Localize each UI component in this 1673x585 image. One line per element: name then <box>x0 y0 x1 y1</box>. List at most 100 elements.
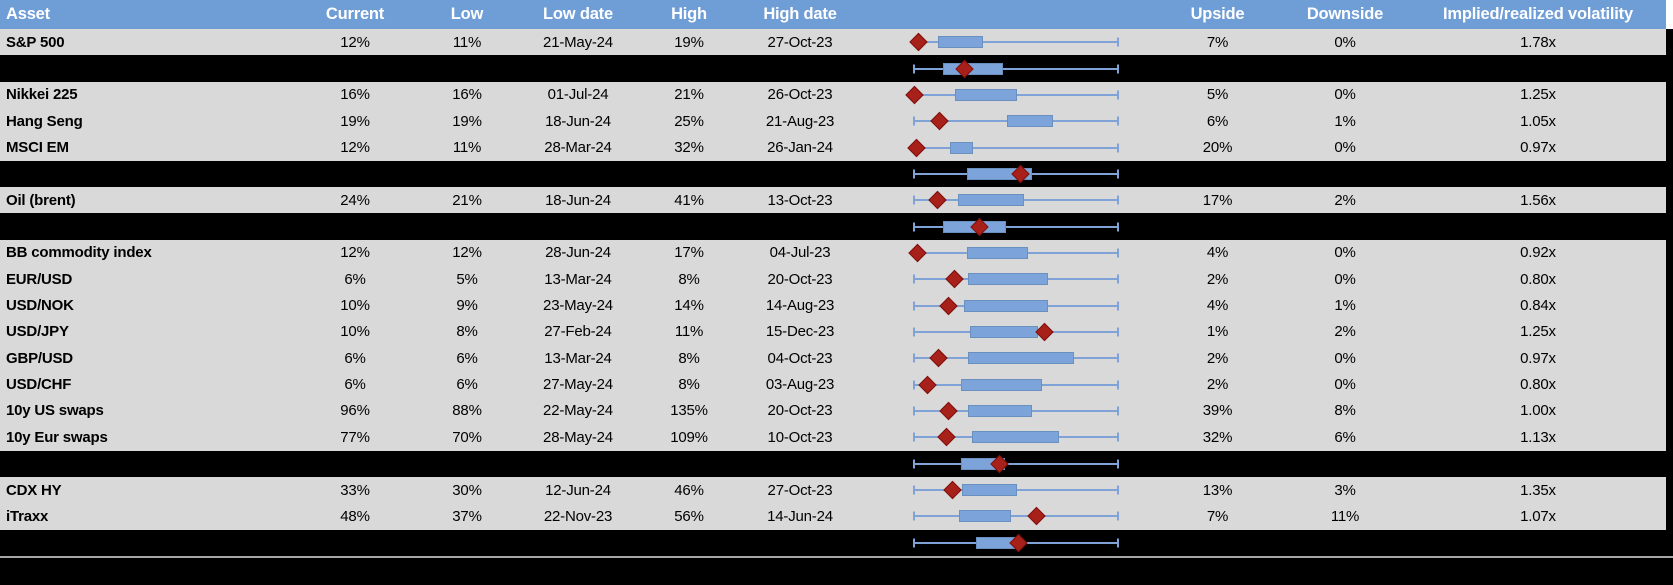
upside-cell: 17% <box>1202 191 1233 209</box>
summary-row <box>0 213 1673 240</box>
high-date-cell: 10-Oct-23 <box>767 428 833 446</box>
table-row: iTraxx 48% 37% 22-Nov-23 56% 14-Jun-24 7… <box>0 503 1673 530</box>
high-cell: 8% <box>678 349 700 367</box>
downside-cell: 0% <box>1334 244 1356 262</box>
range-plot <box>862 161 1155 187</box>
range-plot <box>862 82 1155 108</box>
low-date-cell: 22-Nov-23 <box>543 507 613 525</box>
low-cell: 5% <box>456 270 478 288</box>
high-cell: 46% <box>674 481 704 499</box>
whisker-cap-right <box>1117 248 1119 258</box>
high-date-cell: 14-Aug-23 <box>765 297 835 315</box>
row-right-edge <box>1666 503 1673 530</box>
high-date-cell: 04-Jul-23 <box>769 244 831 262</box>
high-date-cell: 03-Aug-23 <box>765 376 835 394</box>
low-date-cell: 13-Mar-24 <box>544 270 612 288</box>
low-date-cell: 23-May-24 <box>543 297 613 315</box>
current-marker-diamond <box>928 349 948 368</box>
range-plot <box>862 240 1155 266</box>
whisker-cap-left <box>913 380 915 390</box>
implied-realized-cell: 1.78x <box>1520 33 1556 51</box>
high-date-cell: 14-Jun-24 <box>767 507 833 525</box>
high-cell: 109% <box>670 428 708 446</box>
table-row: USD/JPY 10% 8% 27-Feb-24 11% 15-Dec-23 1… <box>0 318 1673 346</box>
whisker-cap-right <box>1117 222 1119 232</box>
downside-cell: 0% <box>1334 376 1356 394</box>
table-row: 10y Eur swaps 77% 70% 28-May-24 109% 10-… <box>0 424 1673 451</box>
low-date-cell: 01-Jul-24 <box>547 86 609 104</box>
row-right-edge <box>1666 397 1673 425</box>
whisker-line <box>913 225 1119 228</box>
range-plot <box>862 134 1155 160</box>
upside-cell: 32% <box>1202 428 1233 446</box>
low-cell: 37% <box>452 507 482 525</box>
range-plot <box>862 319 1155 345</box>
high-cell: 25% <box>674 112 704 130</box>
whisker-line <box>913 146 1119 149</box>
table-row: USD/NOK 10% 9% 23-May-24 14% 14-Aug-23 4… <box>0 292 1673 319</box>
range-plot <box>862 55 1155 81</box>
row-right-edge <box>1666 108 1673 135</box>
upside-cell: 4% <box>1206 297 1229 315</box>
row-right-edge <box>1666 55 1673 82</box>
low-cell: 8% <box>456 323 478 341</box>
current-marker-diamond <box>927 191 947 210</box>
current-marker-diamond <box>943 480 963 500</box>
whisker-cap-left <box>913 116 915 126</box>
upside-cell: 13% <box>1202 481 1233 499</box>
high-cell: 56% <box>674 507 704 525</box>
upside-cell: 2% <box>1206 349 1229 367</box>
whisker-cap-left <box>913 406 915 416</box>
current-cell: 6% <box>344 349 366 367</box>
bottom-separator-line <box>0 555 1673 558</box>
current-cell: 24% <box>340 191 370 209</box>
upside-cell: 5% <box>1206 86 1229 104</box>
interquartile-box <box>969 325 1039 338</box>
high-cell: 41% <box>674 191 704 209</box>
downside-cell: 1% <box>1334 112 1356 130</box>
interquartile-box <box>971 431 1060 444</box>
current-marker-diamond <box>904 85 924 105</box>
row-right-edge <box>1666 213 1673 240</box>
high-date-cell: 04-Oct-23 <box>767 349 833 367</box>
whisker-cap-right <box>1117 37 1119 47</box>
range-plot <box>862 371 1155 397</box>
header-range-plot <box>862 0 1155 29</box>
current-marker-diamond <box>944 270 964 289</box>
low-cell: 16% <box>452 86 482 104</box>
row-right-edge <box>1666 29 1673 56</box>
downside-cell: 0% <box>1334 139 1356 157</box>
range-plot <box>862 29 1155 55</box>
current-cell: 48% <box>340 507 370 525</box>
table-body: S&P 500 12% 11% 21-May-24 19% 27-Oct-23 … <box>0 29 1673 556</box>
asset-cell: GBP/USD <box>6 349 73 367</box>
whisker-cap-left <box>913 353 915 363</box>
whisker-cap-right <box>1117 90 1119 100</box>
downside-cell: 0% <box>1334 86 1356 104</box>
current-marker-diamond <box>939 401 959 421</box>
current-marker-diamond <box>908 32 928 52</box>
whisker-cap-left <box>913 274 915 284</box>
header-current: Current <box>325 5 385 23</box>
table-row: CDX HY 33% 30% 12-Jun-24 46% 27-Oct-23 1… <box>0 476 1673 504</box>
low-date-cell: 28-Jun-24 <box>545 244 611 262</box>
whisker-line <box>913 462 1119 465</box>
row-right-edge <box>1666 371 1673 398</box>
low-cell: 11% <box>452 33 482 51</box>
low-date-cell: 28-Mar-24 <box>544 139 612 157</box>
range-plot <box>862 108 1155 134</box>
whisker-line <box>913 515 1119 518</box>
row-right-edge <box>1666 160 1673 188</box>
high-date-cell: 20-Oct-23 <box>767 270 833 288</box>
row-right-edge <box>1666 187 1673 214</box>
asset-cell: CDX HY <box>6 481 62 499</box>
row-right-edge <box>1666 345 1673 372</box>
whisker-cap-left <box>913 485 915 495</box>
row-right-edge <box>1666 450 1673 477</box>
current-cell: 19% <box>340 112 370 130</box>
implied-realized-cell: 1.05x <box>1520 112 1556 130</box>
summary-row <box>0 529 1673 556</box>
low-date-cell: 22-May-24 <box>543 402 613 420</box>
whisker-cap-left <box>913 195 915 205</box>
whisker-cap-right <box>1117 406 1119 416</box>
